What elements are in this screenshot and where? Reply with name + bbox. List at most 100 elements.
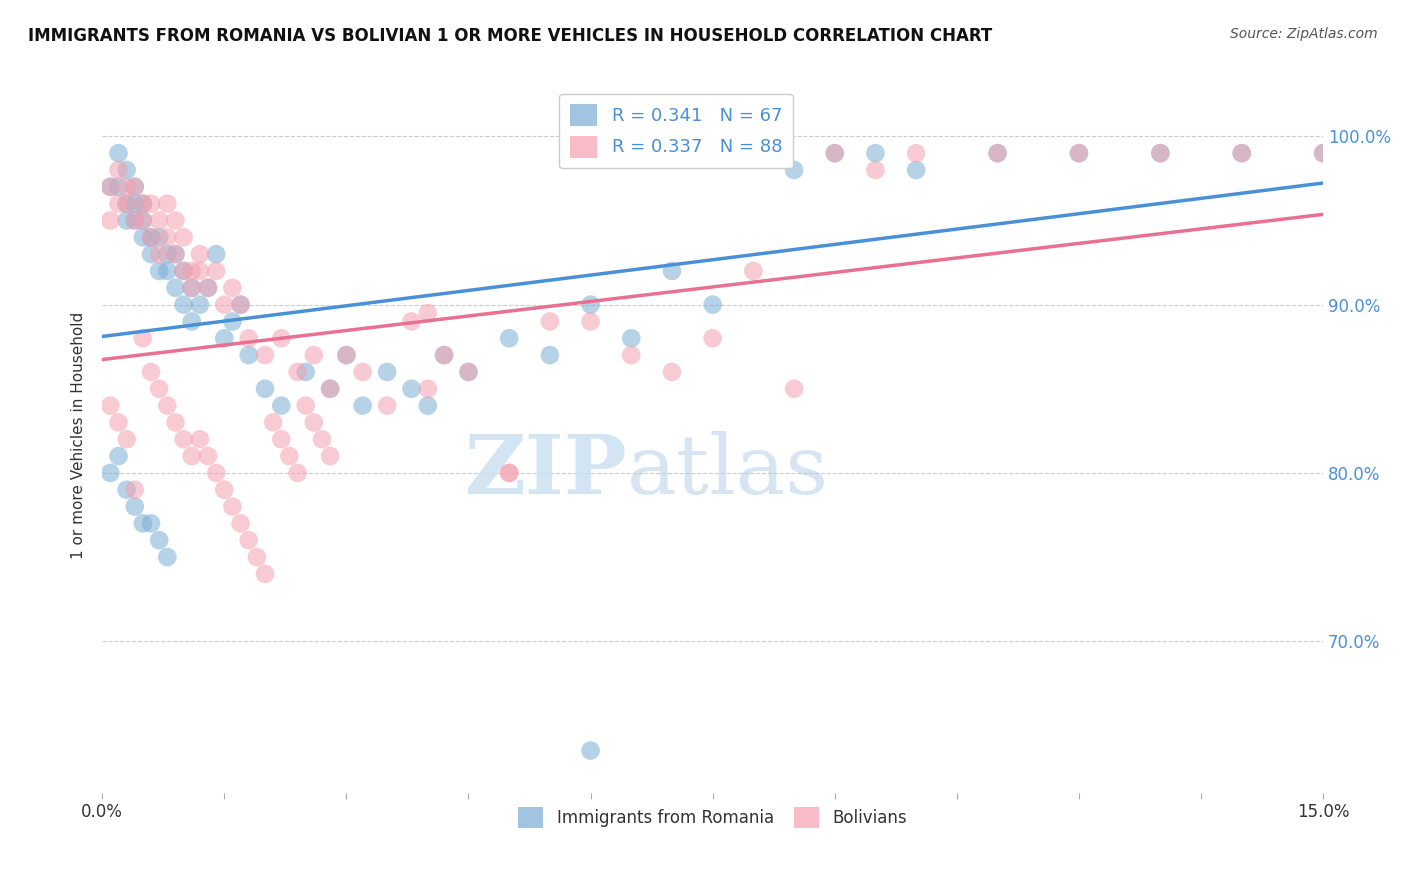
Point: [253, 566, 276, 581]
Point: [107, 449, 129, 463]
Point: [139, 230, 162, 244]
Point: [156, 230, 179, 244]
Point: [148, 230, 170, 244]
Point: [579, 298, 602, 312]
Point: [319, 382, 342, 396]
Point: [262, 416, 284, 430]
Point: [294, 399, 316, 413]
Point: [132, 230, 155, 244]
Point: [98, 179, 121, 194]
Point: [416, 306, 439, 320]
Point: [124, 213, 146, 227]
Point: [457, 365, 479, 379]
Point: [188, 264, 211, 278]
Text: Source: ZipAtlas.com: Source: ZipAtlas.com: [1230, 27, 1378, 41]
Point: [238, 331, 260, 345]
Point: [1230, 146, 1253, 161]
Point: [311, 432, 333, 446]
Point: [352, 399, 374, 413]
Point: [221, 500, 243, 514]
Point: [98, 213, 121, 227]
Point: [987, 146, 1010, 161]
Point: [139, 247, 162, 261]
Point: [865, 163, 887, 178]
Point: [375, 365, 398, 379]
Point: [1312, 146, 1334, 161]
Point: [107, 179, 129, 194]
Point: [165, 281, 187, 295]
Point: [107, 196, 129, 211]
Point: [498, 466, 520, 480]
Point: [1230, 146, 1253, 161]
Point: [148, 264, 170, 278]
Text: atlas: atlas: [627, 431, 830, 511]
Point: [156, 264, 179, 278]
Point: [180, 314, 202, 328]
Point: [98, 466, 121, 480]
Point: [124, 500, 146, 514]
Point: [702, 331, 724, 345]
Point: [1149, 146, 1171, 161]
Point: [294, 365, 316, 379]
Point: [124, 483, 146, 497]
Point: [302, 348, 325, 362]
Point: [197, 281, 219, 295]
Point: [401, 314, 423, 328]
Point: [270, 331, 292, 345]
Point: [124, 196, 146, 211]
Point: [1067, 146, 1090, 161]
Point: [221, 281, 243, 295]
Point: [107, 146, 129, 161]
Point: [132, 331, 155, 345]
Point: [238, 348, 260, 362]
Point: [824, 146, 846, 161]
Point: [205, 264, 228, 278]
Point: [115, 163, 138, 178]
Point: [188, 432, 211, 446]
Point: [115, 196, 138, 211]
Point: [742, 146, 765, 161]
Point: [987, 146, 1010, 161]
Point: [498, 331, 520, 345]
Point: [139, 230, 162, 244]
Text: ZIP: ZIP: [464, 431, 627, 511]
Point: [335, 348, 357, 362]
Point: [416, 382, 439, 396]
Point: [375, 399, 398, 413]
Point: [905, 163, 928, 178]
Point: [188, 247, 211, 261]
Point: [156, 196, 179, 211]
Point: [148, 533, 170, 548]
Point: [319, 449, 342, 463]
Point: [132, 213, 155, 227]
Point: [302, 416, 325, 430]
Point: [115, 213, 138, 227]
Point: [148, 213, 170, 227]
Point: [270, 399, 292, 413]
Point: [416, 399, 439, 413]
Point: [287, 365, 309, 379]
Point: [165, 416, 187, 430]
Point: [124, 179, 146, 194]
Legend: Immigrants from Romania, Bolivians: Immigrants from Romania, Bolivians: [512, 801, 914, 834]
Point: [180, 281, 202, 295]
Point: [132, 213, 155, 227]
Point: [661, 264, 683, 278]
Point: [132, 196, 155, 211]
Point: [98, 179, 121, 194]
Point: [148, 382, 170, 396]
Point: [115, 483, 138, 497]
Point: [253, 382, 276, 396]
Point: [278, 449, 301, 463]
Point: [824, 146, 846, 161]
Point: [253, 348, 276, 362]
Point: [783, 163, 806, 178]
Point: [214, 331, 236, 345]
Point: [579, 314, 602, 328]
Point: [156, 550, 179, 565]
Text: IMMIGRANTS FROM ROMANIA VS BOLIVIAN 1 OR MORE VEHICLES IN HOUSEHOLD CORRELATION : IMMIGRANTS FROM ROMANIA VS BOLIVIAN 1 OR…: [28, 27, 993, 45]
Point: [180, 264, 202, 278]
Point: [124, 213, 146, 227]
Point: [205, 466, 228, 480]
Point: [214, 298, 236, 312]
